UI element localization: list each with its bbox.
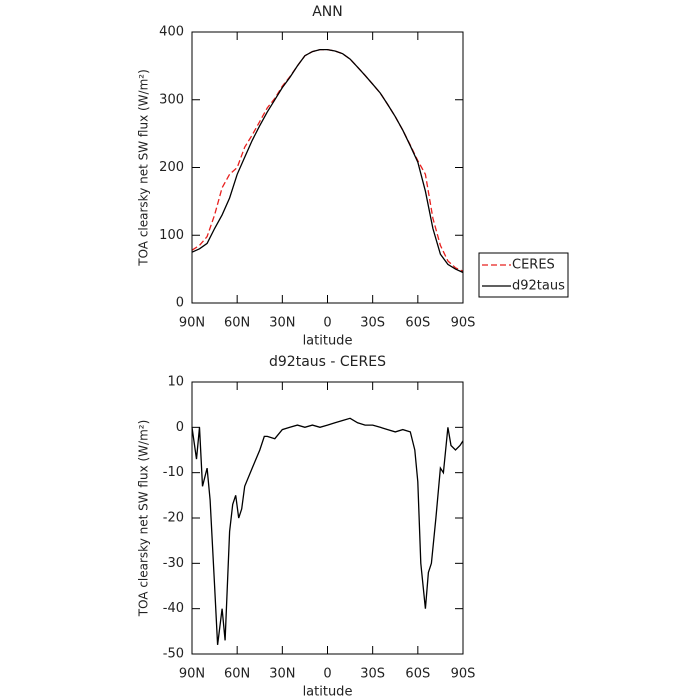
legend-label: d92taus: [512, 279, 565, 294]
chart-title: ANN: [312, 4, 343, 20]
data-line: [191, 48, 464, 274]
x-tick-label: 0: [323, 316, 331, 331]
y-tick-label: 400: [159, 25, 184, 40]
data-line: [191, 48, 464, 272]
x-axis-label: latitude: [303, 685, 353, 700]
x-tick-label: 90N: [179, 667, 205, 682]
x-tick-label: 30N: [269, 667, 295, 682]
x-tick-label: 60S: [405, 316, 430, 331]
y-axis-label: TOA clearsky net SW flux (W/m²): [137, 69, 151, 267]
y-tick-label: -50: [163, 647, 184, 662]
y-tick-label: 300: [159, 92, 184, 107]
x-tick-label: 90S: [451, 316, 476, 331]
x-tick-label: 60N: [224, 667, 250, 682]
data-line: [191, 417, 464, 645]
legend-label: CERES: [512, 258, 555, 273]
y-axis-label: TOA clearsky net SW flux (W/m²): [137, 420, 151, 618]
y-tick-label: 200: [159, 160, 184, 175]
x-tick-label: 60S: [405, 667, 430, 682]
y-tick-label: 100: [159, 228, 184, 243]
x-tick-label: 30N: [269, 316, 295, 331]
y-tick-label: 10: [167, 375, 184, 390]
chart-title: d92taus - CERES: [269, 354, 386, 370]
plot-frame: [191, 31, 464, 304]
legend-box: [478, 252, 569, 298]
x-axis-label: latitude: [303, 334, 353, 349]
x-tick-label: 90N: [179, 316, 205, 331]
y-tick-label: -20: [163, 511, 184, 526]
plot-frame: [191, 381, 464, 655]
y-tick-label: 0: [176, 420, 184, 435]
y-tick-label: -40: [163, 601, 184, 616]
x-tick-label: 90S: [451, 667, 476, 682]
y-tick-label: -30: [163, 556, 184, 571]
x-tick-label: 0: [323, 667, 331, 682]
x-tick-label: 60N: [224, 316, 250, 331]
x-tick-label: 30S: [360, 316, 385, 331]
x-tick-label: 30S: [360, 667, 385, 682]
y-tick-label: -10: [163, 465, 184, 480]
y-tick-label: 0: [176, 296, 184, 311]
